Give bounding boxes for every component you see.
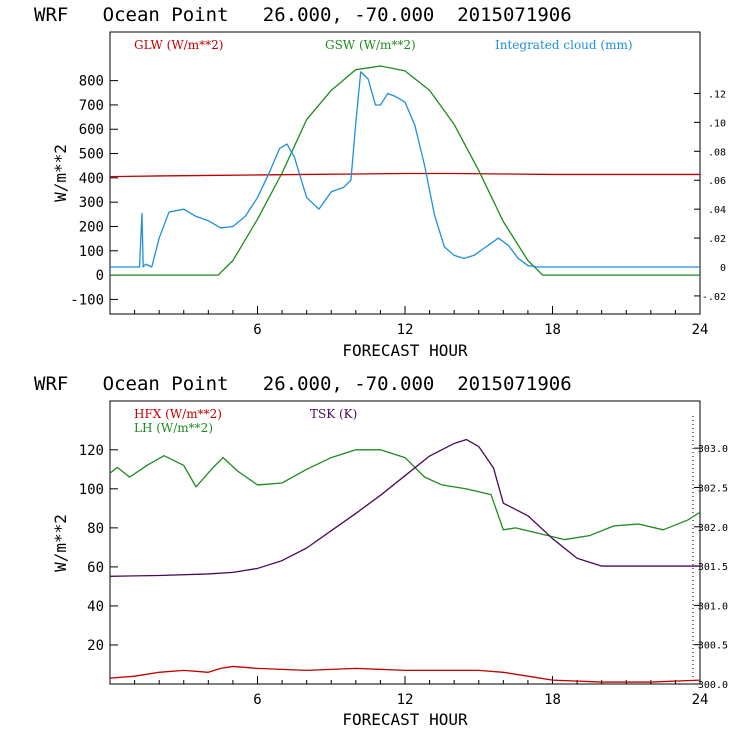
legend-integrated-cloud: Integrated cloud (mm) — [495, 38, 633, 52]
y2-tick-label: .12 — [708, 89, 726, 100]
panel2-plot-frame — [109, 400, 701, 685]
x-tick-label: 12 — [397, 692, 414, 708]
y2-tick-label: 302.5 — [698, 483, 728, 494]
y-tick-label: 60 — [87, 560, 104, 576]
y-tick-label: 80 — [87, 521, 104, 537]
panel2-title: WRF Ocean Point 26.000, -70.000 20150719… — [34, 373, 572, 395]
series-glw-line — [109, 172, 700, 178]
y2-tick-label: 300.0 — [698, 680, 728, 691]
y-tick-label: 800 — [79, 74, 104, 90]
panel1-title: WRF Ocean Point 26.000, -70.000 20150719… — [34, 4, 572, 26]
x-tick-label: 18 — [544, 692, 561, 708]
y-tick-label: -100 — [70, 292, 104, 308]
panel1-axes: 6 12 18 24 -100 0 100 200 300 400 500 600 700 800 -.02… — [70, 74, 726, 338]
panel2-series — [109, 438, 701, 683]
y-tick-label: 100 — [79, 244, 104, 260]
y2-tick-label: .04 — [708, 205, 726, 216]
legend-gsw: GSW (W/m**2) — [325, 38, 416, 52]
y-tick-label: 120 — [79, 443, 104, 459]
legend-hfx: HFX (W/m**2) — [134, 407, 222, 421]
series-integrated-line — [110, 71, 700, 268]
panel1-series — [109, 65, 700, 276]
y2-tick-label: 303.0 — [698, 444, 728, 455]
y-tick-label: 200 — [79, 219, 104, 235]
y-tick-label: 0 — [96, 268, 104, 284]
x-tick-label: 18 — [544, 322, 561, 338]
series-hfx-line — [109, 665, 701, 683]
series-gsw-line — [110, 65, 700, 276]
panel1-xlabel: FORECAST HOUR — [342, 341, 468, 360]
y-tick-label: 20 — [87, 638, 104, 654]
y-tick-label: 100 — [79, 482, 104, 498]
y2-tick-label: .02 — [708, 234, 726, 245]
panel2-ylabel: W/m**2 — [51, 514, 70, 572]
x-tick-label: 6 — [253, 322, 261, 338]
panel1-ylabel: W/m**2 — [51, 144, 70, 202]
y-tick-label: 40 — [87, 599, 104, 615]
y-tick-label: 700 — [79, 98, 104, 114]
panel2-xlabel: FORECAST HOUR — [342, 710, 468, 729]
y-tick-label: 400 — [79, 171, 104, 187]
y2-tick-label: -.02 — [702, 292, 726, 303]
y-tick-label: 300 — [79, 195, 104, 211]
y-tick-label: 500 — [79, 147, 104, 163]
x-tick-label: 12 — [397, 322, 414, 338]
series-tsk-line — [109, 438, 700, 577]
y2-tick-label: 300.5 — [698, 641, 728, 652]
panel-radiation: WRF Ocean Point 26.000, -70.000 20150719… — [34, 4, 726, 360]
x-tick-label: 6 — [253, 692, 261, 708]
y2-tick-label: 302.0 — [698, 523, 728, 534]
legend-tsk: TSK (K) — [310, 407, 357, 421]
y2-tick-label: 301.5 — [698, 562, 728, 573]
legend-glw: GLW (W/m**2) — [134, 38, 223, 52]
y2-tick-label: 301.0 — [698, 601, 728, 612]
legend-lh: LH (W/m**2) — [134, 421, 213, 435]
y-tick-label: 600 — [79, 122, 104, 138]
y2-tick-label: .08 — [708, 147, 726, 158]
series-lh-line — [109, 449, 701, 541]
y2-tick-label: .10 — [708, 118, 726, 129]
x-tick-label: 24 — [692, 692, 709, 708]
y2-tick-label: 0 — [720, 263, 726, 274]
y2-tick-label: .06 — [708, 176, 726, 187]
panel-fluxes: WRF Ocean Point 26.000, -70.000 20150719… — [34, 373, 728, 729]
panel2-axes: 6 12 18 24 20 40 60 80 100 120 300.0 300.5 301.0 301.… — [79, 416, 728, 708]
x-tick-label: 24 — [692, 322, 709, 338]
